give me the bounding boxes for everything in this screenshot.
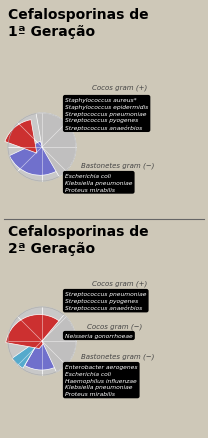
- Text: Streptococcus pneumoniae
Streptococcus pyogenes
Streptococcus anaeórbios: Streptococcus pneumoniae Streptococcus p…: [65, 291, 146, 311]
- Text: Cefalosporinas de
2ª Geração: Cefalosporinas de 2ª Geração: [8, 225, 149, 255]
- Text: Bastonetes gram (−): Bastonetes gram (−): [81, 162, 155, 169]
- Wedge shape: [6, 315, 61, 349]
- Wedge shape: [36, 114, 76, 177]
- Wedge shape: [42, 315, 76, 372]
- Wedge shape: [25, 336, 56, 370]
- Text: Staphylococcus aureus*
Staphylococcus epidermidis
Streptococcus pneumoniae
Strep: Staphylococcus aureus* Staphylococcus ep…: [65, 98, 148, 131]
- Text: Cocos gram (+): Cocos gram (+): [92, 280, 148, 286]
- Text: Escherichia coli
Klebsiella pneumoniae
Proteus mirabilis: Escherichia coli Klebsiella pneumoniae P…: [65, 173, 132, 192]
- Text: Cocos gram (+): Cocos gram (+): [92, 84, 148, 91]
- Circle shape: [8, 114, 76, 182]
- Text: Bastonetes gram (−): Bastonetes gram (−): [81, 353, 155, 359]
- Text: Neisseria gonorrhoeae: Neisseria gonorrhoeae: [65, 333, 133, 338]
- Wedge shape: [5, 120, 37, 154]
- Wedge shape: [12, 339, 40, 368]
- Text: Enterobacter aerogenes
Escherichia coli
Haemophilus influenzae
Klebsiella pneumo: Enterobacter aerogenes Escherichia coli …: [65, 364, 137, 396]
- Text: Cefalosporinas de
1ª Geração: Cefalosporinas de 1ª Geração: [8, 8, 149, 39]
- Wedge shape: [9, 142, 57, 176]
- Circle shape: [8, 307, 76, 375]
- Text: Cocos gram (−): Cocos gram (−): [87, 323, 143, 329]
